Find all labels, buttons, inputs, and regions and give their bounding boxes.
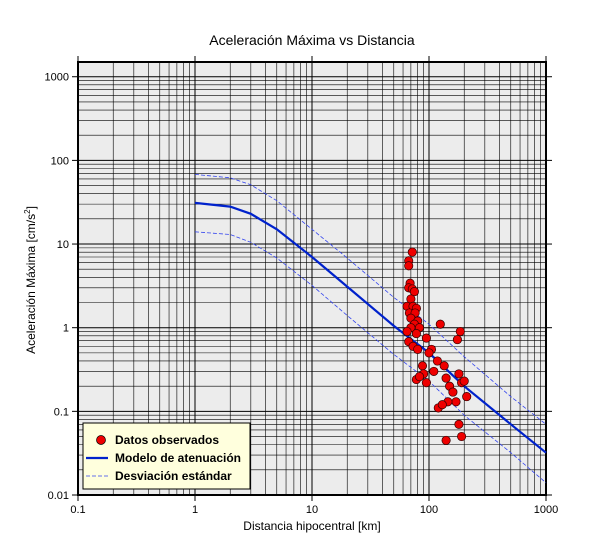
data-point — [435, 319, 445, 329]
data-point — [421, 378, 431, 388]
x-tick-label: 10 — [306, 504, 318, 516]
deviation-upper-line — [194, 174, 547, 425]
chart-title: Aceleración Máxima vs Distancia — [209, 32, 415, 48]
data-point — [457, 431, 467, 442]
y-tick-label: 0.01 — [48, 490, 69, 502]
legend-label-model: Modelo de atenuación — [115, 451, 241, 465]
data-point — [407, 247, 417, 257]
data-point — [417, 361, 428, 371]
data-point — [409, 287, 419, 297]
legend-label-deviation: Desviación estándar — [115, 469, 232, 483]
legend-box — [82, 422, 251, 490]
data-point — [452, 335, 462, 345]
data-point — [413, 344, 423, 354]
data-point — [441, 435, 451, 445]
data-point — [451, 397, 461, 407]
x-tick-label: 1 — [192, 504, 198, 516]
y-tick-label: 1000 — [45, 72, 69, 84]
x-tick-label: 1000 — [534, 504, 558, 516]
data-point — [402, 326, 412, 337]
legend-label-points: Datos observados — [115, 433, 219, 447]
x-tick-label: 0.1 — [70, 504, 85, 516]
data-point — [459, 376, 469, 386]
data-point — [462, 392, 472, 402]
data-point — [448, 387, 458, 397]
y-axis-label-end: ] — [24, 206, 38, 209]
data-point — [432, 356, 442, 366]
deviation-lower-line — [194, 231, 547, 484]
data-point — [454, 419, 464, 429]
data-point — [421, 333, 431, 343]
grid — [78, 62, 546, 495]
x-tick-label: 100 — [420, 504, 438, 516]
y-tick-label: 10 — [57, 239, 69, 251]
data-point — [441, 373, 451, 383]
data-point — [437, 400, 447, 410]
data-point — [404, 261, 414, 271]
y-axis-label-superscript: 2 — [23, 209, 32, 214]
y-axis-label: Aceleración Máxima [cm/s2] — [23, 206, 38, 354]
series — [194, 174, 547, 484]
y-tick-label: 100 — [51, 155, 69, 167]
y-tick-label: 0.1 — [54, 406, 69, 418]
attenuation-model-line — [194, 201, 547, 454]
data-point — [454, 369, 464, 379]
data-point — [424, 348, 434, 358]
data-point — [439, 361, 449, 371]
data-point — [411, 329, 421, 339]
x-axis-label: Distancia hipocentral [km] — [243, 519, 380, 533]
data-point — [429, 366, 439, 376]
y-tick-label: 1 — [63, 323, 69, 335]
legend: Datos observados Modelo de atenuación De… — [82, 422, 251, 490]
legend-marker-points — [96, 435, 106, 445]
data-point — [414, 372, 425, 382]
data-point — [455, 326, 465, 337]
y-axis-label-main: Aceleración Máxima [cm/s — [24, 214, 38, 354]
